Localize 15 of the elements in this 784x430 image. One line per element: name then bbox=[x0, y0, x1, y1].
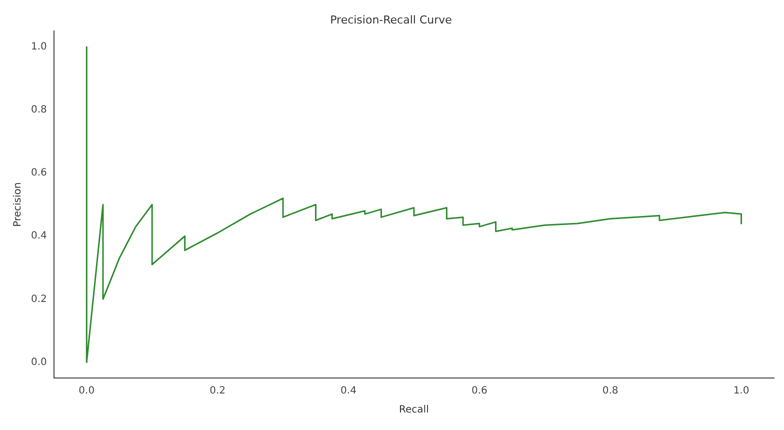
y-tick-label: 0.6 bbox=[30, 168, 47, 179]
x-tick-label: 1.0 bbox=[733, 386, 750, 397]
x-tick-label: 0.0 bbox=[78, 386, 95, 397]
x-tick-label: 0.4 bbox=[340, 386, 356, 397]
y-tick-label: 0.2 bbox=[30, 294, 47, 305]
y-tick-label: 0.4 bbox=[30, 230, 47, 242]
y-axis-title: Precision bbox=[12, 182, 24, 227]
x-tick-label: 0.6 bbox=[471, 386, 488, 397]
chart-title: Precision-Recall Curve bbox=[330, 13, 452, 26]
y-tick-label: 0.0 bbox=[30, 356, 47, 368]
y-tick-label: 1.0 bbox=[30, 42, 47, 53]
y-tick-label: 0.8 bbox=[30, 104, 47, 116]
x-axis-title: Recall bbox=[399, 404, 429, 416]
x-tick-label: 0.8 bbox=[602, 386, 618, 397]
x-tick-label: 0.2 bbox=[210, 386, 226, 397]
